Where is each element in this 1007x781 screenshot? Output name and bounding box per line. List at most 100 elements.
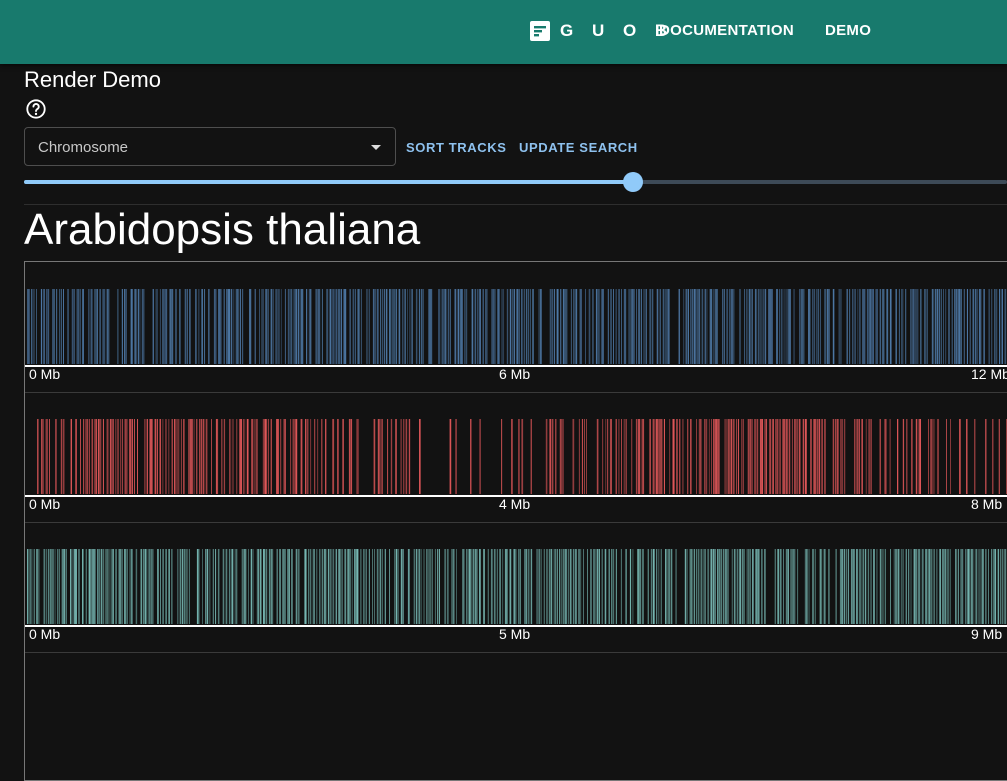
feature-mark bbox=[285, 419, 286, 494]
feature-mark bbox=[189, 289, 190, 364]
feature-mark bbox=[557, 549, 558, 624]
feature-mark bbox=[307, 419, 308, 494]
feature-mark bbox=[792, 419, 793, 494]
page-title: Render Demo bbox=[24, 67, 161, 93]
feature-mark bbox=[27, 289, 29, 364]
help-icon[interactable] bbox=[25, 98, 47, 120]
feature-mark bbox=[666, 289, 667, 364]
slider-thumb[interactable] bbox=[623, 172, 643, 192]
feature-mark bbox=[160, 419, 162, 494]
feature-mark bbox=[851, 549, 852, 624]
feature-mark bbox=[285, 289, 286, 364]
feature-mark bbox=[54, 289, 55, 364]
feature-mark bbox=[52, 289, 54, 364]
update-search-button[interactable]: UPDATE SEARCH bbox=[519, 140, 638, 155]
feature-mark bbox=[661, 419, 663, 494]
feature-mark bbox=[578, 549, 579, 624]
feature-mark bbox=[485, 289, 486, 364]
feature-mark bbox=[236, 419, 237, 494]
feature-mark bbox=[871, 549, 872, 624]
feature-mark bbox=[901, 549, 902, 624]
feature-mark bbox=[901, 289, 902, 364]
feature-mark bbox=[108, 289, 110, 364]
slider-track bbox=[24, 180, 633, 184]
feature-mark bbox=[75, 419, 77, 494]
feature-mark bbox=[378, 419, 380, 494]
feature-mark bbox=[1002, 289, 1004, 364]
feature-mark bbox=[122, 549, 123, 624]
feature-mark bbox=[316, 289, 317, 364]
feature-mark bbox=[366, 549, 367, 624]
feature-mark bbox=[502, 289, 503, 364]
feature-mark bbox=[837, 419, 839, 494]
feature-mark bbox=[638, 289, 640, 364]
feature-mark bbox=[934, 419, 935, 494]
feature-mark bbox=[409, 419, 410, 494]
chromosome-select[interactable]: Chromosome bbox=[24, 127, 396, 166]
zoom-slider[interactable] bbox=[24, 172, 1007, 192]
feature-mark bbox=[593, 549, 594, 624]
feature-mark bbox=[140, 289, 141, 364]
feature-mark bbox=[78, 289, 79, 364]
feature-mark bbox=[890, 549, 891, 624]
feature-mark bbox=[120, 549, 121, 624]
feature-mark bbox=[937, 549, 938, 624]
feature-mark bbox=[575, 289, 577, 364]
feature-mark bbox=[284, 549, 286, 624]
feature-mark bbox=[856, 549, 858, 624]
feature-mark bbox=[310, 289, 312, 364]
feature-mark bbox=[528, 549, 529, 624]
feature-mark bbox=[924, 289, 926, 364]
nav-demo[interactable]: DEMO bbox=[825, 22, 871, 39]
organism-title: Arabidopsis thaliana bbox=[24, 205, 420, 255]
feature-mark bbox=[769, 419, 771, 494]
feature-mark bbox=[492, 289, 493, 364]
sort-tracks-button[interactable]: SORT TRACKS bbox=[406, 140, 507, 155]
feature-mark bbox=[789, 289, 791, 364]
feature-mark bbox=[687, 549, 688, 624]
feature-mark bbox=[43, 289, 44, 364]
feature-mark bbox=[619, 289, 620, 364]
feature-mark bbox=[518, 419, 519, 494]
feature-mark bbox=[336, 549, 337, 624]
feature-mark bbox=[546, 419, 548, 494]
feature-mark bbox=[787, 419, 788, 494]
feature-mark bbox=[287, 549, 289, 624]
feature-mark bbox=[31, 289, 32, 364]
feature-mark bbox=[896, 289, 897, 364]
feature-mark bbox=[906, 549, 907, 624]
feature-mark bbox=[152, 419, 153, 494]
feature-mark bbox=[946, 419, 947, 494]
feature-mark bbox=[429, 549, 430, 624]
feature-mark bbox=[841, 289, 842, 364]
feature-mark bbox=[727, 549, 728, 624]
feature-mark bbox=[789, 419, 791, 494]
feature-mark bbox=[679, 289, 680, 364]
feature-mark bbox=[190, 419, 191, 494]
feature-mark bbox=[526, 289, 527, 364]
feature-mark bbox=[332, 289, 333, 364]
feature-mark bbox=[520, 549, 521, 624]
feature-mark bbox=[169, 419, 170, 494]
feature-mark bbox=[786, 549, 788, 624]
feature-mark bbox=[882, 289, 884, 364]
feature-mark bbox=[157, 289, 158, 364]
feature-mark bbox=[782, 419, 784, 494]
feature-mark bbox=[375, 289, 376, 364]
feature-mark bbox=[145, 549, 147, 624]
nav-documentation[interactable]: DOCUMENTATION bbox=[659, 22, 794, 39]
brand-link[interactable]: G U O B bbox=[530, 21, 674, 41]
feature-mark bbox=[624, 289, 626, 364]
feature-mark bbox=[201, 289, 203, 364]
feature-mark bbox=[374, 549, 375, 624]
feature-mark bbox=[877, 549, 878, 624]
feature-mark bbox=[245, 549, 246, 624]
feature-mark bbox=[324, 549, 325, 624]
feature-mark bbox=[235, 549, 236, 624]
feature-mark bbox=[955, 549, 957, 624]
feature-mark bbox=[602, 549, 603, 624]
